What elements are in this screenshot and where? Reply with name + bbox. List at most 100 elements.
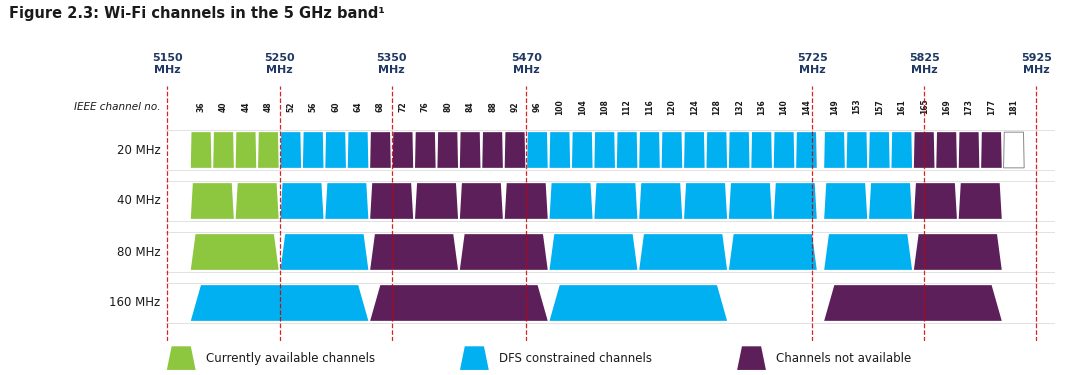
Polygon shape (550, 183, 593, 219)
Polygon shape (981, 132, 1002, 168)
Polygon shape (595, 183, 637, 219)
Polygon shape (459, 132, 481, 168)
Text: 157: 157 (875, 99, 884, 114)
Polygon shape (729, 183, 772, 219)
Polygon shape (191, 132, 211, 168)
Polygon shape (550, 132, 570, 168)
Polygon shape (617, 132, 637, 168)
Polygon shape (461, 346, 488, 370)
Polygon shape (707, 132, 727, 168)
Polygon shape (370, 234, 458, 270)
Polygon shape (280, 132, 301, 168)
Polygon shape (662, 132, 682, 168)
Polygon shape (504, 183, 548, 219)
Text: IEEE channel no.: IEEE channel no. (75, 102, 161, 112)
Text: 40: 40 (219, 101, 228, 112)
Polygon shape (392, 132, 414, 168)
Polygon shape (729, 234, 817, 270)
Polygon shape (527, 132, 548, 168)
Polygon shape (459, 183, 503, 219)
Polygon shape (774, 183, 817, 219)
Text: 64: 64 (354, 101, 362, 112)
Polygon shape (824, 234, 912, 270)
Text: 40 MHz: 40 MHz (117, 195, 161, 207)
Text: 100: 100 (555, 99, 564, 114)
Text: 76: 76 (421, 101, 430, 112)
Polygon shape (437, 132, 458, 168)
Polygon shape (280, 183, 323, 219)
Text: 56: 56 (309, 102, 318, 112)
Polygon shape (595, 132, 615, 168)
Text: 36: 36 (196, 101, 206, 112)
Text: 5925
MHz: 5925 MHz (1021, 53, 1052, 75)
Polygon shape (236, 132, 256, 168)
Polygon shape (752, 132, 772, 168)
Text: 149: 149 (830, 99, 839, 114)
Text: 124: 124 (690, 99, 699, 114)
Polygon shape (914, 234, 1002, 270)
Polygon shape (191, 183, 233, 219)
Text: 20 MHz: 20 MHz (117, 144, 161, 156)
Text: 136: 136 (757, 99, 766, 114)
Text: 104: 104 (578, 99, 586, 114)
Text: 116: 116 (645, 99, 655, 114)
Polygon shape (370, 285, 548, 321)
Polygon shape (738, 346, 765, 370)
Text: 144: 144 (802, 99, 811, 114)
Text: 96: 96 (533, 101, 542, 112)
Text: DFS constrained channels: DFS constrained channels (499, 352, 652, 364)
Polygon shape (348, 132, 369, 168)
Polygon shape (236, 183, 278, 219)
Polygon shape (280, 234, 369, 270)
Polygon shape (936, 132, 957, 168)
Polygon shape (258, 132, 278, 168)
Polygon shape (824, 183, 868, 219)
Polygon shape (891, 132, 912, 168)
Polygon shape (640, 234, 727, 270)
Polygon shape (684, 132, 705, 168)
Polygon shape (415, 183, 458, 219)
Text: 5725
MHz: 5725 MHz (796, 53, 827, 75)
Polygon shape (958, 183, 1002, 219)
Text: 177: 177 (987, 99, 996, 115)
Text: 5350
MHz: 5350 MHz (376, 53, 407, 75)
Polygon shape (191, 285, 369, 321)
Text: 161: 161 (898, 99, 906, 114)
Text: 88: 88 (488, 101, 497, 112)
Text: 5825
MHz: 5825 MHz (909, 53, 939, 75)
Polygon shape (166, 346, 196, 370)
Text: 173: 173 (965, 99, 973, 115)
Polygon shape (370, 132, 391, 168)
Polygon shape (774, 132, 794, 168)
Text: 84: 84 (466, 101, 474, 112)
Polygon shape (684, 183, 727, 219)
Polygon shape (482, 132, 503, 168)
Text: 68: 68 (376, 101, 385, 112)
Polygon shape (325, 183, 369, 219)
Text: 128: 128 (712, 99, 722, 115)
Text: 5250
MHz: 5250 MHz (264, 53, 295, 75)
Text: 80: 80 (443, 101, 452, 112)
Polygon shape (303, 132, 323, 168)
Polygon shape (1003, 132, 1024, 168)
Polygon shape (550, 234, 637, 270)
Text: 160 MHz: 160 MHz (110, 297, 161, 309)
Text: 153: 153 (853, 99, 861, 114)
Text: 140: 140 (779, 99, 789, 114)
Text: 44: 44 (241, 101, 251, 112)
Polygon shape (640, 183, 682, 219)
Text: 80 MHz: 80 MHz (117, 246, 161, 258)
Polygon shape (958, 132, 980, 168)
Polygon shape (213, 132, 233, 168)
Polygon shape (846, 132, 868, 168)
Polygon shape (824, 285, 1002, 321)
Polygon shape (572, 132, 593, 168)
Text: Figure 2.3: Wi-Fi channels in the 5 GHz band¹: Figure 2.3: Wi-Fi channels in the 5 GHz … (9, 6, 385, 21)
Text: 72: 72 (399, 101, 407, 112)
Text: 48: 48 (264, 101, 273, 112)
Text: 181: 181 (1010, 99, 1018, 115)
Polygon shape (191, 234, 278, 270)
Text: 92: 92 (511, 101, 519, 112)
Text: Channels not available: Channels not available (776, 352, 911, 364)
Text: 165: 165 (920, 99, 928, 114)
